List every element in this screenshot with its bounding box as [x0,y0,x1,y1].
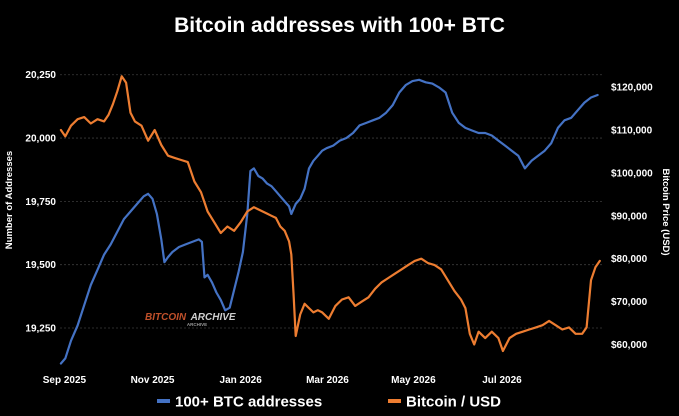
y-tick-label: 19,250 [25,324,56,335]
y-axis-right: $120,000 $110,000 $100,000 $90,000 $80,000 $7… [611,83,653,351]
y2-tick-label: $80,000 [611,254,648,265]
series-line-2 [59,75,601,353]
y-axis-label: Number of Addresses [4,151,15,249]
x-tick-label: May 2026 [391,375,436,386]
y2-tick-label: $60,000 [611,340,648,351]
y2-tick-label: $110,000 [611,125,653,136]
gridlines [60,74,602,329]
x-tick-label: Mar 2026 [306,375,349,386]
watermark-text: BITCOIN ARCHIVE [145,307,236,324]
y2-tick-label: $90,000 [611,211,648,222]
series-lines [59,75,601,365]
legend-label: 100+ BTC addresses [175,394,322,411]
x-tick-label: Sep 2025 [43,375,87,386]
y2-tick-label: $100,000 [611,168,653,179]
y2-tick-label: $120,000 [611,83,653,94]
x-axis: Sep 2025 Nov 2025 Jan 2026 Mar 2026 May 2026… [43,375,522,386]
y-tick-label: 20,000 [25,134,56,145]
y-tick-label: 19,500 [25,260,56,271]
chart-title: Bitcoin addresses with 100+ BTC [174,14,505,37]
watermark-suffix: ARCHIVE [190,312,236,323]
watermark-brand: BITCOIN [145,312,187,323]
series-line-1 [59,78,599,365]
legend-label: Bitcoin / USD [406,394,501,411]
watermark-logo: BITCOIN ARCHIVE ARCHIVE [145,307,236,327]
x-tick-label: Jan 2026 [220,375,263,386]
watermark-tag: ARCHIVE [187,322,207,327]
x-tick-label: Nov 2025 [131,375,175,386]
y-axis-left: 20,250 20,000 19,750 19,500 19,250 [25,70,56,334]
y2-tick-label: $70,000 [611,297,648,308]
y-tick-label: 20,250 [25,70,56,81]
y2-axis-label: Bitcoin Price (USD) [660,168,671,255]
legend: 100+ BTC addresses Bitcoin / USD [157,394,501,411]
x-tick-label: Jul 2026 [482,375,522,386]
y-tick-label: 19,750 [25,197,56,208]
